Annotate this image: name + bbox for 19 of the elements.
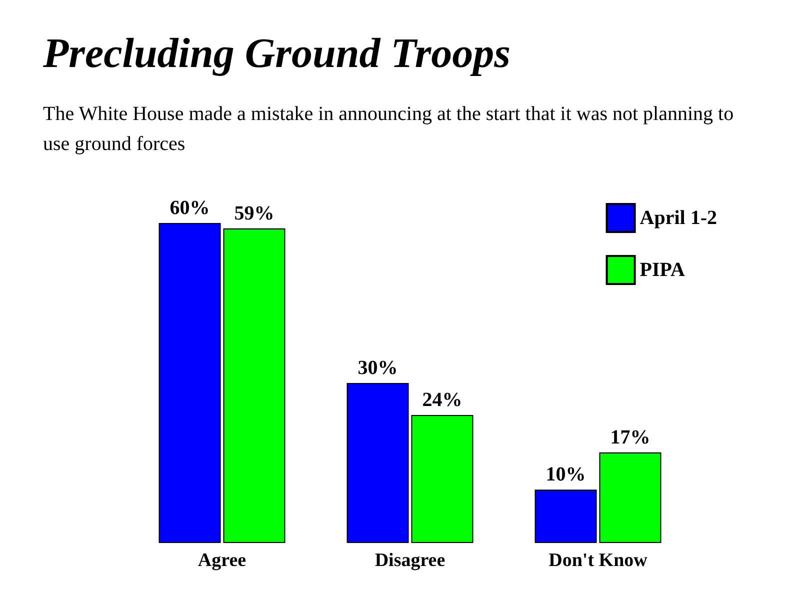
data-label: 17% [610, 426, 650, 448]
legend-label: PIPA [640, 259, 686, 281]
bar [346, 383, 409, 543]
data-label: 30% [358, 357, 398, 379]
x-tick-label: Disagree [374, 550, 446, 571]
x-tick-label: Agree [198, 550, 246, 571]
chart-subtitle: The White House made a mistake in announcing at the start that it was not planning to use ground forces [43, 103, 739, 155]
bar [411, 415, 474, 543]
bar [223, 228, 286, 543]
legend-label: April 1-2 [640, 207, 717, 229]
data-label: 59% [234, 202, 274, 224]
data-label: 60% [170, 197, 210, 219]
bar [534, 490, 597, 543]
chart-title: Precluding Ground Troops [42, 31, 511, 77]
data-label: 10% [546, 464, 586, 486]
data-label: 24% [422, 389, 462, 411]
bar [158, 223, 221, 543]
x-tick-label: Don't Know [548, 550, 648, 571]
bar [599, 452, 662, 543]
